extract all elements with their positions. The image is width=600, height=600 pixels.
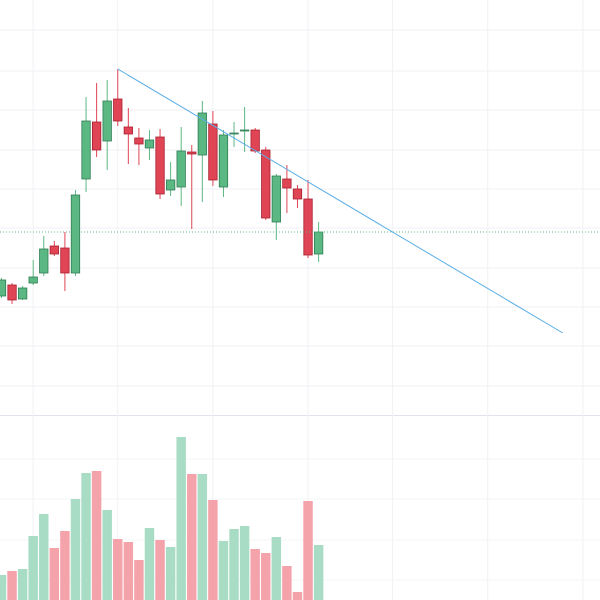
- volume-bar: [282, 566, 292, 600]
- volume-bar: [144, 528, 155, 600]
- candle-body: [0, 279, 7, 297]
- candle-body: [303, 198, 313, 256]
- volume-bar: [60, 531, 70, 600]
- volume-bar: [81, 473, 91, 600]
- candle-body: [7, 284, 17, 301]
- volume-bar: [0, 575, 7, 600]
- candle-body: [250, 129, 260, 152]
- candle-body: [187, 151, 197, 155]
- volume-bar: [123, 542, 134, 600]
- volume-bar: [134, 560, 144, 600]
- candle-body: [208, 123, 218, 181]
- volume-bar: [17, 569, 28, 600]
- candle-body: [271, 175, 281, 223]
- candle-body: [17, 287, 28, 300]
- candle-body: [144, 139, 155, 149]
- volume-bar: [229, 529, 239, 600]
- candle-body: [218, 134, 229, 188]
- candle-body: [239, 129, 250, 132]
- candle-body: [261, 149, 271, 219]
- candle-body: [292, 188, 303, 200]
- volume-bar: [197, 474, 208, 600]
- volume-bar: [176, 437, 186, 600]
- volume-bar: [218, 541, 229, 600]
- volume-bar: [155, 540, 165, 600]
- volume-bar: [250, 549, 260, 600]
- volume-bar: [187, 474, 197, 600]
- volume-bar: [261, 553, 271, 600]
- volume-bar: [271, 537, 282, 600]
- candle-body: [282, 178, 292, 189]
- candle-body: [197, 112, 207, 156]
- volume-bar: [102, 510, 112, 600]
- volume-bar: [208, 500, 218, 600]
- candle-body: [39, 248, 49, 274]
- candle-body: [155, 136, 165, 195]
- candle-body: [60, 247, 70, 274]
- volume-bar: [292, 592, 303, 600]
- candle-body: [165, 179, 176, 191]
- volume-bar: [239, 526, 250, 600]
- candle-body: [70, 194, 81, 274]
- candle-body: [123, 126, 133, 135]
- candle-body: [134, 137, 144, 145]
- volume-bar: [165, 547, 176, 600]
- volume-bar: [303, 501, 313, 600]
- volume-bar: [49, 548, 60, 600]
- volume-bar: [70, 499, 81, 600]
- candle-body: [28, 276, 38, 284]
- volume-bar: [113, 539, 123, 600]
- candle-body: [229, 132, 239, 135]
- volume-bar: [39, 514, 49, 600]
- candle-body: [313, 231, 324, 255]
- candle-body: [49, 245, 59, 255]
- volume-bar: [313, 545, 324, 600]
- candle-body: [81, 120, 91, 180]
- volume-bar: [91, 471, 102, 600]
- candle-body: [102, 100, 112, 142]
- trendline: [117, 68, 564, 334]
- candle-body: [176, 150, 186, 188]
- volume-bar: [7, 571, 17, 600]
- candle-body: [91, 121, 102, 151]
- candle-body: [113, 98, 123, 122]
- volume-bar: [28, 536, 38, 600]
